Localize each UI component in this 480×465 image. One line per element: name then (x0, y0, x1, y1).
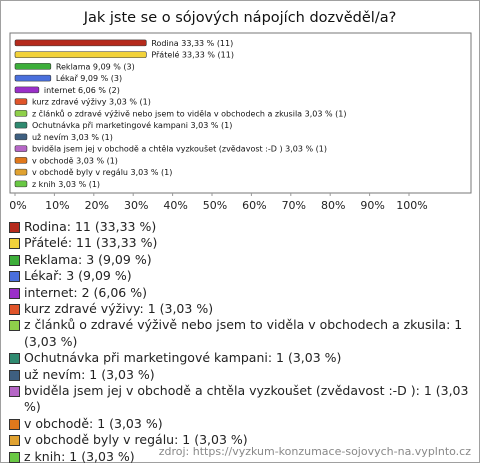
legend-swatch (9, 369, 20, 381)
legend-item: Ochutnávka při marketingové kampani: 1 (… (9, 350, 471, 366)
legend-item: v obchodě: 1 (3,03 %) (9, 416, 471, 432)
legend-swatch (9, 386, 20, 398)
bar (14, 74, 52, 82)
legend-label: z článků o zdravé výživě nebo jsem to vi… (24, 317, 463, 349)
legend-label: Lékař: 3 (9,09 %) (24, 268, 132, 284)
legend-swatch (9, 222, 20, 233)
bar (14, 180, 28, 188)
legend-swatch (9, 304, 20, 316)
x-tick-label: 60% (242, 199, 266, 212)
value-label: už nevím 3,03 % (1) (32, 133, 113, 142)
bar (14, 63, 52, 70)
legend-swatch (9, 353, 20, 365)
chart-title: Jak jste se o sójových nápojích dozvěděl… (83, 10, 397, 26)
legend-swatch (9, 254, 20, 266)
x-tick-label: 20% (85, 199, 109, 212)
value-label: internet 6,06 % (2) (44, 86, 120, 95)
value-label: Lékař 9,09 % (3) (56, 73, 122, 83)
chart: Jak jste se o sójových nápojích dozvěděl… (9, 10, 472, 212)
legend-swatch (9, 271, 20, 283)
legend-item: internet: 2 (6,06 %) (9, 285, 471, 301)
plot-frame (9, 32, 472, 194)
x-tick-label: 80% (321, 199, 345, 212)
legend-label: Reklama: 3 (9,09 %) (24, 251, 152, 267)
bar (14, 51, 147, 58)
value-label: v obchodě byly v regálu 3,03 % (1) (32, 168, 172, 177)
legend-label: z knih: 1 (3,03 %) (24, 448, 135, 464)
legend-item: kurz zdravé výživy: 1 (3,03 %) (9, 301, 471, 317)
legend-label: Ochutnávka při marketingové kampani: 1 (… (24, 350, 342, 366)
value-label: Rodina 33,33 % (11) (151, 39, 233, 48)
legend-label: internet: 2 (6,06 %) (24, 284, 147, 300)
legend-label: kurz zdravé výživy: 1 (3,03 %) (24, 301, 214, 317)
legend-swatch (9, 287, 20, 299)
legend: Rodina: 11 (33,33 %) Přátelé: 11 (33,33 %… (9, 219, 471, 465)
bar (14, 168, 28, 176)
x-tick-label: 30% (124, 199, 148, 212)
legend-item: bviděla jsem jej v obchodě a chtěla vyzk… (9, 383, 471, 416)
x-tick-label: 90% (360, 199, 384, 212)
x-tick-label: 40% (163, 199, 187, 212)
legend-swatch (9, 451, 20, 463)
bar (14, 86, 40, 94)
value-label: Ochutnávka při marketingové kampani 3,03… (32, 120, 232, 130)
legend-label: Přátelé: 11 (33,33 %) (24, 235, 158, 251)
x-tick-label: 100% (396, 199, 427, 212)
legend-item: v obchodě byly v regálu: 1 (3,03 %) (9, 432, 471, 448)
value-label: v obchodě 3,03 % (1) (32, 156, 118, 165)
source: zdroj: https://vyzkum-konzumace-sojovych… (158, 445, 471, 458)
bar (14, 121, 28, 129)
legend-swatch (9, 435, 20, 447)
legend-label: Rodina: 11 (33,33 %) (24, 219, 157, 234)
bar (14, 145, 28, 152)
legend-item: Přátelé: 11 (33,33 %) (9, 235, 471, 251)
value-label: z knih 3,03 % (1) (32, 180, 100, 189)
bar (14, 157, 28, 164)
legend-label: bviděla jsem jej v obchodě a chtěla vyzk… (24, 383, 469, 415)
value-label: kurz zdravé výživy 3,03 % (1) (32, 97, 151, 107)
bar (14, 98, 28, 105)
legend-item: z článků o zdravé výživě nebo jsem to vi… (9, 317, 471, 350)
legend-label: v obchodě: 1 (3,03 %) (24, 415, 163, 431)
x-tick-label: 50% (203, 199, 227, 212)
legend-label: už nevím: 1 (3,03 %) (24, 366, 155, 382)
value-label: z článků o zdravé výživě nebo jsem to vi… (32, 108, 347, 118)
value-label: bviděla jsem jej v obchodě a chtěla vyzk… (32, 144, 327, 154)
legend-item: Rodina: 11 (33,33 %) (9, 219, 471, 235)
bar (14, 133, 28, 141)
legend-item: Reklama: 3 (9,09 %) (9, 252, 471, 268)
bar (14, 39, 147, 47)
x-tick-label: 0% (9, 199, 26, 212)
legend-item: z knih: 1 (3,03 %) (9, 449, 471, 465)
legend-item: Lékař: 3 (9,09 %) (9, 268, 471, 284)
legend-label: v obchodě byly v regálu: 1 (3,03 %) (24, 432, 248, 448)
legend-swatch (9, 418, 20, 430)
legend-swatch (9, 238, 20, 250)
legend-swatch (9, 320, 20, 332)
bar (14, 110, 28, 117)
x-tick-label: 10% (45, 199, 69, 212)
value-label: Přátelé 33,33 % (11) (151, 50, 234, 60)
legend-item: už nevím: 1 (3,03 %) (9, 367, 471, 383)
x-tick-label: 70% (282, 199, 306, 212)
value-label: Reklama 9,09 % (3) (56, 62, 135, 71)
